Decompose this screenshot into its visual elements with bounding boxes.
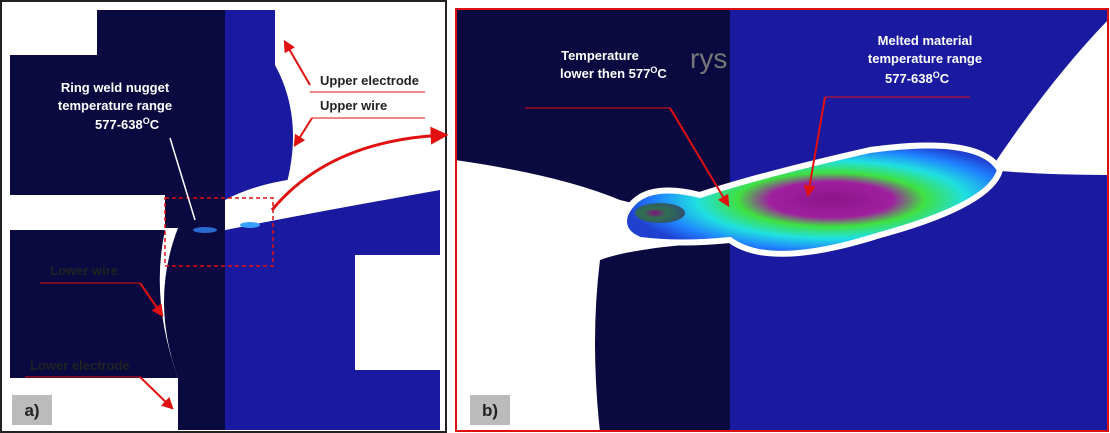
annotation: Upper electrode [320,73,419,88]
annotation: Ring weld nugget [61,80,170,95]
hot-spot [193,227,217,233]
annotation: temperature range [868,51,982,66]
figure: Upper electrode Upper wire Ring weld nug… [0,0,1110,433]
text-part: O [650,65,657,75]
annotation: 577-638OC [885,70,950,86]
panel-a: Upper electrode Upper wire Ring weld nug… [1,1,446,432]
hot-spot [240,222,260,228]
annotation: Melted material [878,33,973,48]
watermark: rys [690,43,727,74]
annotation: Temperature [561,48,639,63]
dark-region [10,230,178,378]
text-part: O [933,70,940,80]
text-part: 577-638 [95,117,143,132]
text-part: C [940,71,950,86]
text-part: O [143,116,150,126]
panel-label: b) [482,401,498,420]
text-part: lower then 577 [560,66,650,81]
dark-region [178,390,225,430]
annotation: Upper wire [320,98,387,113]
text-part: 577-638 [885,71,933,86]
text-part: C [657,66,667,81]
cold-zone [635,203,685,223]
text-part: C [150,117,160,132]
annotation: Lower wire [50,263,118,278]
annotation: Lower electrode [30,358,130,373]
annotation: 577-638OC [95,116,160,132]
panel-label: a) [24,401,39,420]
annotation: temperature range [58,98,172,113]
panel-b: rys Temperature lower then 577OC Melted … [455,8,1108,432]
